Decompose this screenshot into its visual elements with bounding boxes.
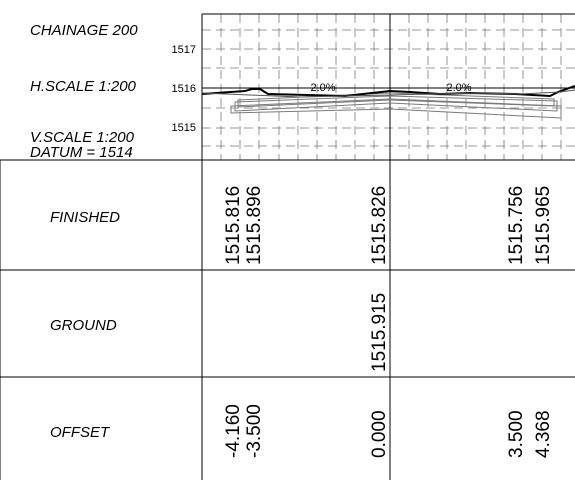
elevation-tick-1516: 1516 [172, 83, 196, 95]
finished-value: 1515.896 [244, 186, 265, 265]
h-scale-label: H.SCALE 1:200 [30, 78, 137, 95]
grade-label-left: 2.0% [310, 82, 335, 94]
finished-value: 1515.965 [533, 186, 554, 265]
chainage-label: CHAINAGE 200 [30, 22, 138, 39]
datum-label: DATUM = 1514 [30, 144, 133, 161]
offset-value: 0.000 [369, 410, 390, 458]
ground-value: 1515.915 [369, 293, 390, 372]
offset-value: -4.160 [223, 404, 244, 458]
elevation-tick-1515: 1515 [172, 122, 196, 134]
v-scale-label: V.SCALE 1:200 [30, 129, 135, 146]
finished-value: 1515.816 [223, 186, 244, 265]
offset-value: -3.500 [244, 404, 265, 458]
finished-value: 1515.826 [369, 186, 390, 265]
pavement-layers [230, 92, 562, 119]
data-table [0, 159, 575, 480]
row-label-ground: GROUND [50, 317, 117, 334]
finished-surface-line [201, 85, 575, 98]
ground-line [201, 89, 575, 98]
offset-value: 4.368 [533, 410, 554, 458]
finished-value: 1515.756 [506, 186, 527, 265]
plot-grid [202, 14, 575, 160]
offset-value: 3.500 [506, 410, 527, 458]
row-label-finished: FINISHED [50, 209, 120, 226]
row-label-offset: OFFSET [50, 424, 111, 441]
grade-label-right: 2.0% [446, 82, 471, 94]
elevation-tick-1517: 1517 [172, 44, 196, 56]
